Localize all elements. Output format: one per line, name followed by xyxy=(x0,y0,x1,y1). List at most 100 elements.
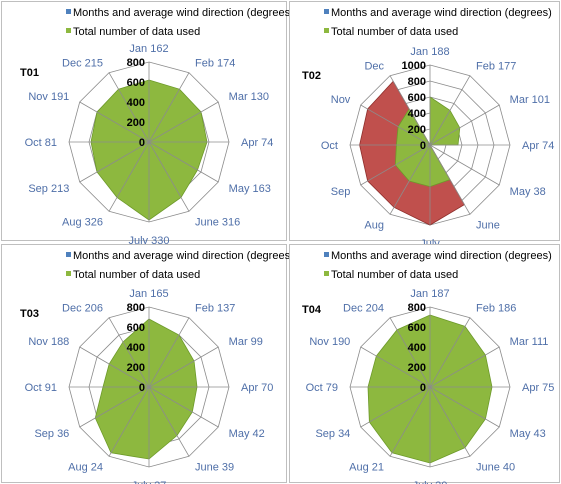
legend-marker xyxy=(66,28,71,33)
legend-entry: Total number of data used xyxy=(73,269,200,281)
spoke xyxy=(389,144,431,215)
spoke xyxy=(360,144,431,186)
radial-tick-label: 1000 xyxy=(402,60,426,72)
spoke xyxy=(389,75,431,146)
radial-tick-label: 200 xyxy=(127,362,145,374)
spoke xyxy=(360,346,431,388)
month-label: May 43 xyxy=(510,428,546,440)
month-label: Aug xyxy=(364,220,384,232)
month-label: Nov 188 xyxy=(28,336,69,348)
month-label: June xyxy=(476,220,500,232)
radial-tick-label: 800 xyxy=(127,57,145,69)
month-label: Feb 174 xyxy=(195,57,235,69)
spoke xyxy=(79,386,150,428)
spoke xyxy=(148,317,190,388)
legend-marker xyxy=(324,252,329,257)
spoke xyxy=(148,386,219,428)
spoke xyxy=(79,141,150,183)
month-label: Aug 24 xyxy=(68,462,103,474)
month-label: July 27 xyxy=(132,480,167,484)
month-label: Sep xyxy=(331,186,351,198)
radial-tick-label: 400 xyxy=(408,342,426,354)
month-label: Dec 215 xyxy=(62,57,103,69)
legend-entry: Total number of data used xyxy=(73,26,200,38)
spoke xyxy=(148,346,219,388)
legend-entry: Months and average wind direction (degre… xyxy=(73,250,294,262)
month-label: May 163 xyxy=(229,183,271,195)
spoke xyxy=(79,101,150,143)
legend-entry: Total number of data used xyxy=(331,269,458,281)
spoke xyxy=(389,386,431,457)
month-label: Oct xyxy=(321,140,338,152)
spoke xyxy=(79,346,150,388)
month-label: Mar 130 xyxy=(229,91,269,103)
spoke xyxy=(429,104,500,146)
legend-marker xyxy=(324,28,329,33)
radial-tick-label: 800 xyxy=(408,302,426,314)
month-label: Dec xyxy=(364,60,384,72)
month-label: Sep 213 xyxy=(28,183,69,195)
spoke xyxy=(108,317,150,388)
spoke xyxy=(360,386,431,428)
radial-tick-label: 800 xyxy=(127,302,145,314)
panel-label: T03 xyxy=(20,308,39,320)
month-label: Dec 206 xyxy=(62,302,103,314)
radial-tick-label: 400 xyxy=(408,108,426,120)
month-label: Oct 91 xyxy=(25,382,57,394)
spoke xyxy=(108,386,150,457)
month-label: Jan 165 xyxy=(129,288,168,300)
legend-entry: Months and average wind direction (degre… xyxy=(331,250,552,262)
spoke xyxy=(429,75,471,146)
month-label: Sep 36 xyxy=(34,428,69,440)
chart-panel-t03: Months and average wind direction (degre… xyxy=(1,244,294,484)
month-label: Apr 75 xyxy=(522,382,554,394)
spoke xyxy=(148,141,190,212)
radial-tick-label: 600 xyxy=(127,322,145,334)
spoke xyxy=(429,386,500,428)
month-label: July 20 xyxy=(413,480,448,484)
month-label: Jan 187 xyxy=(410,288,449,300)
legend-marker xyxy=(66,271,71,276)
month-label: Dec 204 xyxy=(343,302,384,314)
radial-tick-label: 400 xyxy=(127,97,145,109)
spoke xyxy=(389,317,431,388)
legend-entry: Months and average wind direction (degre… xyxy=(73,7,294,19)
month-label: Nov 191 xyxy=(28,91,69,103)
month-label: Aug 21 xyxy=(349,462,384,474)
month-label: Mar 111 xyxy=(510,336,549,348)
month-label: Jan 188 xyxy=(410,46,449,58)
panel-label: T01 xyxy=(20,67,39,79)
legend-marker xyxy=(324,271,329,276)
chart-panel-t02: Months and average wind direction (degre… xyxy=(289,1,560,250)
legend-entry: Total number of data used xyxy=(331,26,458,38)
radial-tick-label: 0 xyxy=(420,140,426,152)
month-label: Feb 177 xyxy=(476,60,516,72)
radial-tick-label: 200 xyxy=(408,362,426,374)
month-label: Feb 186 xyxy=(476,302,516,314)
spoke xyxy=(360,104,431,146)
radial-tick-label: 0 xyxy=(420,382,426,394)
spoke xyxy=(429,346,500,388)
month-label: Oct 81 xyxy=(25,137,57,149)
legend-marker xyxy=(66,252,71,257)
month-label: May 42 xyxy=(229,428,265,440)
month-label: June 40 xyxy=(476,462,515,474)
spoke xyxy=(148,386,190,457)
month-label: Feb 137 xyxy=(195,302,235,314)
legend-marker xyxy=(324,9,329,14)
month-label: Mar 101 xyxy=(510,94,550,106)
spoke xyxy=(108,141,150,212)
month-label: Aug 326 xyxy=(62,217,103,229)
spoke xyxy=(429,144,471,215)
spoke xyxy=(148,141,219,183)
panel-label: T02 xyxy=(302,70,321,82)
radial-tick-label: 600 xyxy=(408,92,426,104)
radial-tick-label: 0 xyxy=(139,382,145,394)
spoke xyxy=(429,317,471,388)
month-label: Nov xyxy=(331,94,351,106)
radial-tick-label: 400 xyxy=(127,342,145,354)
spoke xyxy=(148,72,190,143)
legend-marker xyxy=(66,9,71,14)
month-label: June 316 xyxy=(195,217,240,229)
